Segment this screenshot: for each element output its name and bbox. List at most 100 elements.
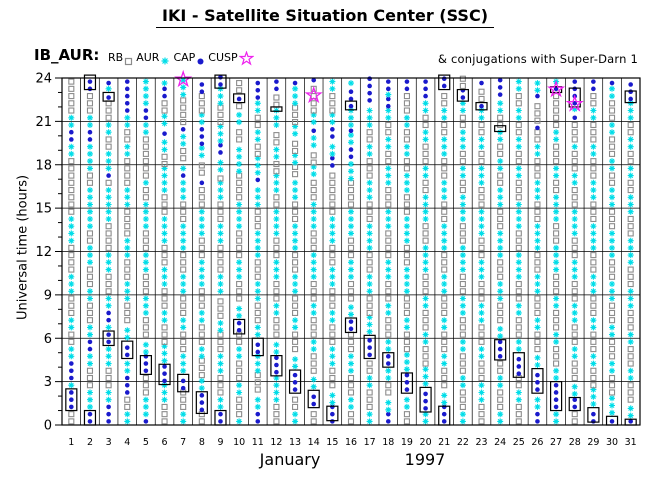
marker-rb <box>124 273 131 280</box>
marker-rb <box>534 103 541 110</box>
marker-rb <box>571 331 578 338</box>
marker-cap <box>609 419 615 424</box>
marker-aur <box>422 418 429 425</box>
marker-rb <box>68 295 75 302</box>
marker-aur <box>553 302 560 309</box>
marker-aur <box>161 382 168 389</box>
marker-aur <box>385 309 392 316</box>
marker-cap <box>553 390 559 395</box>
marker-aur <box>403 266 410 273</box>
marker-aur <box>478 309 485 316</box>
marker-aur <box>198 223 205 230</box>
marker-aur <box>254 403 261 410</box>
marker-aur <box>217 93 224 100</box>
marker-cap <box>87 411 93 417</box>
marker-aur <box>497 187 504 194</box>
marker-rb <box>236 244 243 251</box>
marker-aur <box>497 382 504 389</box>
marker-rb <box>497 309 504 316</box>
marker-aur <box>105 150 112 157</box>
marker-aur <box>478 223 485 230</box>
marker-rb <box>571 158 578 165</box>
marker-cap <box>106 95 111 100</box>
x-tick-label: 27 <box>550 437 562 448</box>
marker-rb <box>553 107 560 114</box>
x-tick-label: 19 <box>401 437 413 448</box>
marker-rb <box>515 374 522 382</box>
marker-aur <box>217 179 224 186</box>
marker-cap <box>69 361 74 366</box>
marker-aur <box>441 237 448 244</box>
marker-cap <box>124 93 130 99</box>
marker-rb <box>627 324 634 331</box>
marker-cap <box>404 372 410 378</box>
marker-aur <box>366 382 373 389</box>
marker-rb <box>198 364 205 371</box>
marker-aur <box>292 230 299 237</box>
marker-rb <box>310 179 317 186</box>
marker-rb <box>68 85 75 92</box>
marker-aur <box>142 85 149 92</box>
marker-rb <box>68 100 75 107</box>
marker-aur <box>87 288 93 295</box>
marker-rb <box>254 143 261 150</box>
marker-aur <box>403 288 410 295</box>
marker-aur <box>254 169 261 176</box>
marker-rb <box>198 324 205 331</box>
marker-rb <box>441 215 448 223</box>
marker-rb <box>124 396 131 403</box>
marker-rb <box>105 382 112 389</box>
marker-aur <box>329 273 336 280</box>
marker-rb <box>627 309 634 316</box>
marker-rb <box>441 121 448 129</box>
marker-rb <box>441 172 448 179</box>
marker-aur <box>180 360 187 367</box>
marker-rb <box>273 94 280 101</box>
marker-rb <box>124 165 131 172</box>
marker-rb <box>105 237 112 244</box>
marker-aur <box>273 208 280 215</box>
marker-aur <box>366 223 373 230</box>
marker-rb <box>403 165 410 172</box>
marker-rb <box>590 201 597 208</box>
marker-aur <box>254 295 261 302</box>
marker-aur <box>478 179 485 186</box>
marker-aur <box>273 179 280 186</box>
marker-cap <box>69 137 74 142</box>
marker-rb <box>292 266 299 273</box>
marker-cap <box>572 86 578 92</box>
marker-aur <box>124 360 131 367</box>
marker-aur <box>198 353 205 360</box>
marker-aur <box>292 130 299 137</box>
marker-aur <box>105 346 112 353</box>
marker-rb <box>198 295 205 302</box>
marker-cap <box>348 128 354 134</box>
marker-rb <box>590 93 597 100</box>
marker-rb <box>403 302 410 309</box>
marker-aur <box>142 129 149 136</box>
marker-rb <box>124 317 131 324</box>
marker-cap <box>535 380 540 385</box>
marker-rb <box>347 201 355 208</box>
marker-cap <box>628 89 633 95</box>
legend-item-cap: CAP <box>173 52 206 64</box>
marker-cap <box>69 390 74 395</box>
marker-rb <box>497 208 504 215</box>
marker-aur <box>329 399 336 406</box>
marker-aur <box>292 194 299 201</box>
marker-cap <box>292 380 298 385</box>
marker-rb <box>459 230 466 237</box>
rb-square-icon <box>125 57 133 65</box>
marker-rb <box>366 266 373 273</box>
marker-aur <box>105 194 112 201</box>
marker-aur <box>292 123 299 130</box>
marker-aur <box>254 155 261 162</box>
marker-rb <box>273 324 280 331</box>
marker-aur <box>273 273 280 280</box>
marker-rb <box>571 288 578 295</box>
marker-rb <box>627 223 634 230</box>
marker-cap <box>385 103 391 109</box>
marker-rb <box>236 230 243 237</box>
marker-aur <box>161 179 168 186</box>
marker-rb <box>329 252 336 259</box>
